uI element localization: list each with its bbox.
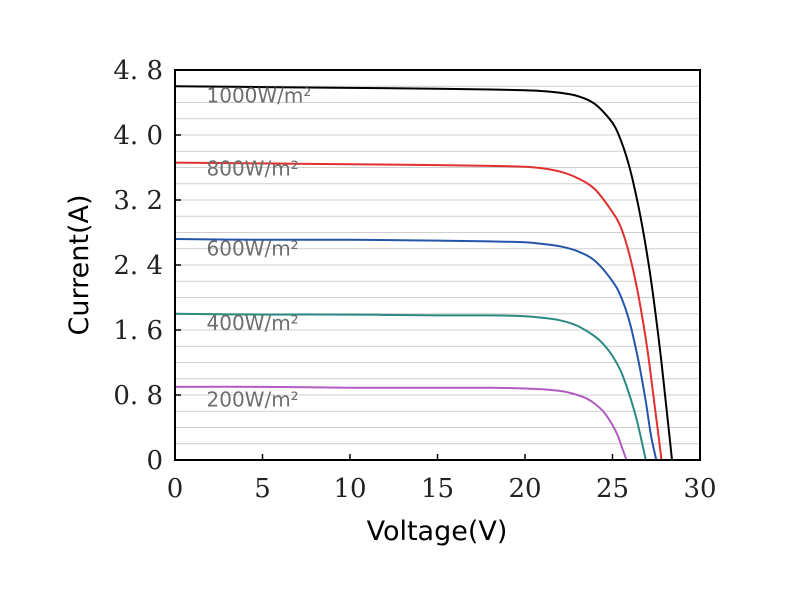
grid [175, 85, 700, 445]
series-label: 800W/m² [207, 157, 299, 181]
series-curves [174, 85, 673, 461]
x-tick-label: 15 [421, 474, 454, 504]
x-tick-label: 25 [596, 474, 629, 504]
y-tick-label: 2. 4 [113, 251, 163, 281]
x-tick-label: 0 [167, 474, 184, 504]
x-tick-label: 5 [254, 474, 271, 504]
series-line [174, 238, 658, 461]
series-label: 400W/m² [207, 311, 299, 335]
series-line [174, 312, 647, 461]
series-line [174, 385, 628, 461]
axis-ticks: 0 5 10 15 20 25 30 0 0. 8 1. 6 2. 4 3. 2 4. 0 4. 8 [113, 56, 716, 504]
y-tick-label: 0 [146, 446, 163, 476]
series-label: 600W/m² [207, 236, 299, 260]
series-labels: 1000W/m² 800W/m² 600W/m² 400W/m² 200W/m² [207, 84, 312, 412]
y-tick-label: 0. 8 [113, 381, 163, 411]
y-axis-title: Current(A) [64, 195, 95, 336]
series-label: 200W/m² [207, 387, 299, 411]
y-tick-label: 1. 6 [113, 316, 163, 346]
series-line [174, 85, 673, 461]
x-tick-label: 20 [508, 474, 541, 504]
y-tick-label: 4. 0 [113, 121, 163, 151]
series-label: 1000W/m² [207, 84, 312, 108]
x-tick-label: 30 [683, 474, 716, 504]
series-line [174, 161, 663, 461]
y-tick-label: 4. 8 [113, 56, 163, 86]
x-tick-label: 10 [333, 474, 366, 504]
x-axis-title: Voltage(V) [367, 516, 508, 547]
y-tick-label: 3. 2 [113, 186, 163, 216]
